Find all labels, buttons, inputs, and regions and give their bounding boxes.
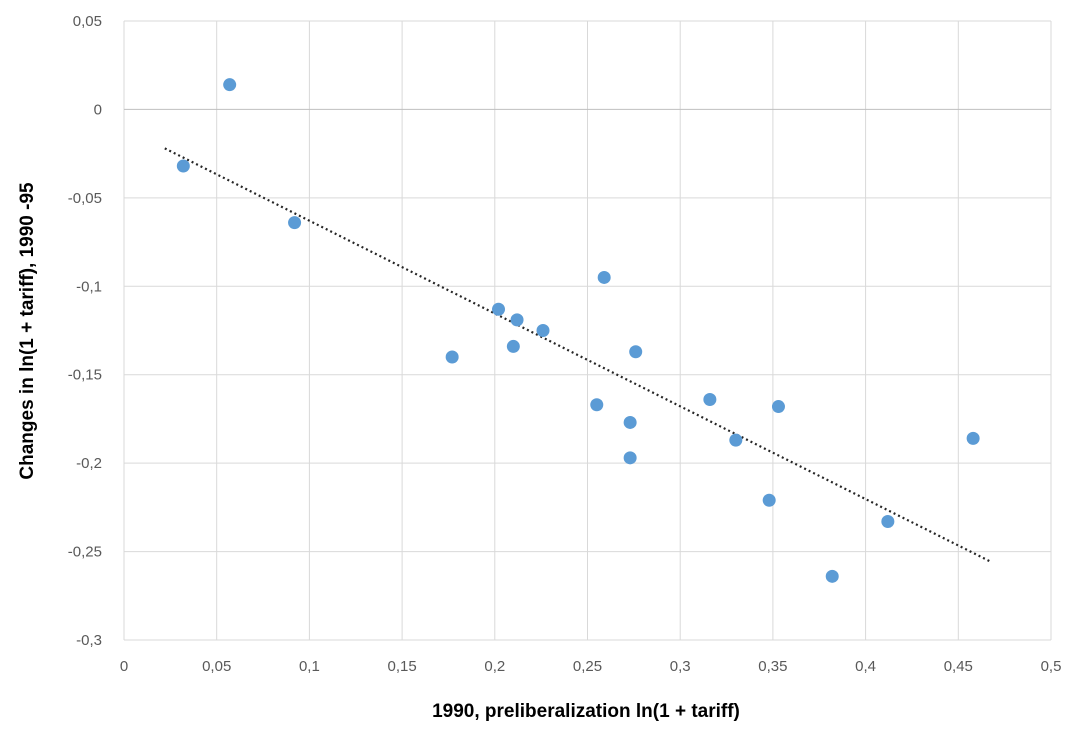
x-tick-label: 0,25: [573, 658, 602, 675]
y-tick-label: 0: [94, 101, 102, 118]
data-point: [492, 302, 506, 316]
x-tick-label: 0,35: [758, 658, 787, 675]
data-point: [176, 159, 190, 173]
data-point: [825, 569, 839, 583]
x-tick-label: 0: [120, 658, 128, 675]
y-axis-title: Changes in ln(1 + tariff), 1990 -95: [17, 182, 38, 480]
x-axis-title: 1990, preliberalization ln(1 + tariff): [432, 701, 740, 722]
data-point: [506, 339, 520, 353]
data-point: [288, 216, 302, 230]
y-tick-label: -0,05: [68, 190, 102, 207]
data-point: [536, 324, 550, 337]
data-point: [623, 415, 637, 429]
y-tick-label: -0,2: [76, 455, 102, 472]
data-point: [762, 493, 776, 507]
data-point: [771, 400, 785, 414]
data-point: [223, 78, 237, 92]
y-tick-label: -0,25: [68, 544, 102, 561]
grid-lines: [123, 20, 1052, 641]
data-points: [176, 78, 980, 583]
trendline-group: [164, 147, 993, 564]
x-tick-label: 0,1: [299, 658, 320, 675]
data-point: [623, 451, 637, 465]
x-tick-label: 0,15: [387, 658, 416, 675]
data-point: [729, 433, 743, 447]
data-point: [966, 431, 980, 445]
x-tick-label: 0,4: [855, 658, 876, 675]
data-point: [590, 398, 604, 412]
data-point: [510, 313, 524, 327]
trendline: [164, 147, 993, 564]
y-tick-label: -0,15: [68, 367, 102, 384]
data-point: [881, 515, 895, 529]
y-tick-label: -0,1: [76, 278, 102, 295]
y-tick-label: 0,05: [73, 13, 102, 30]
data-point: [629, 345, 643, 359]
y-tick-label: -0,3: [76, 632, 102, 649]
x-tick-label: 0,05: [202, 658, 231, 675]
x-tick-label: 0,3: [670, 658, 691, 675]
data-point: [445, 350, 459, 364]
data-point: [597, 270, 611, 284]
x-tick-label: 0,2: [484, 658, 505, 675]
tick-labels: 0 0,05 0,1 0,15 0,2 0,25 0,3 0,35 0,4 0,45 0,5 0,05…: [68, 13, 1062, 675]
x-tick-label: 0,5: [1041, 658, 1062, 675]
data-point: [703, 392, 717, 406]
x-tick-label: 0,45: [944, 658, 973, 675]
